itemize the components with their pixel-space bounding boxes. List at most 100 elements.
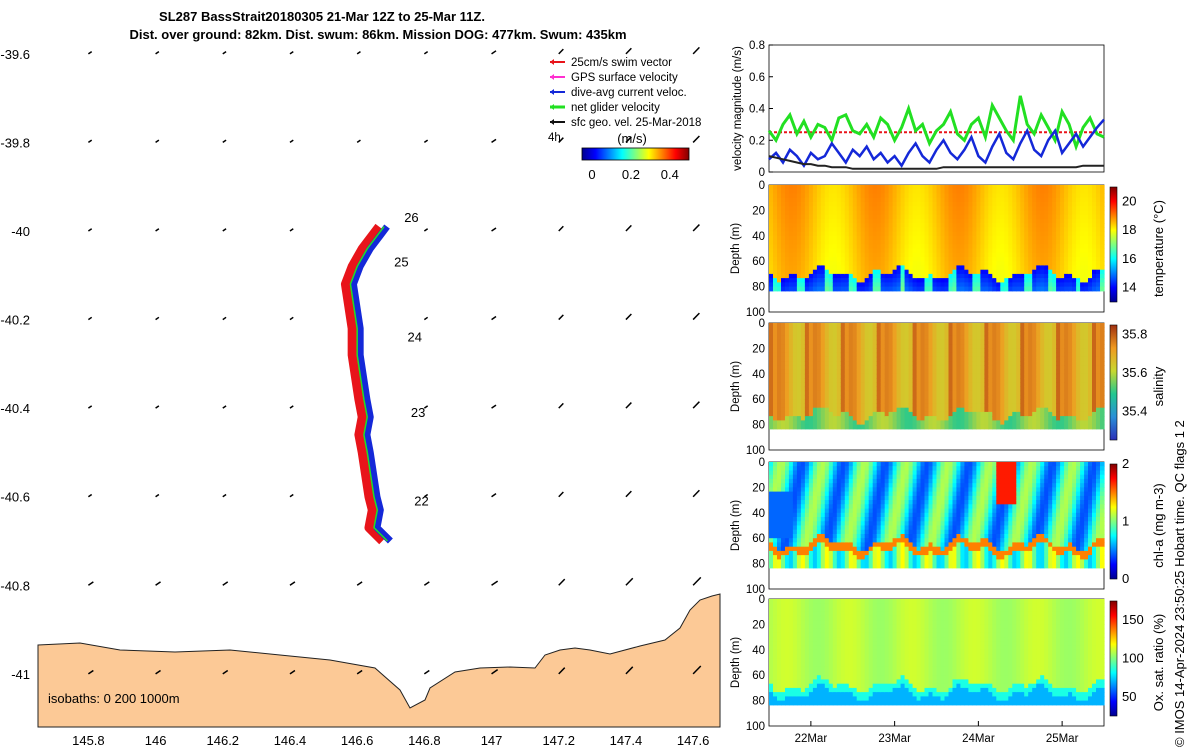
profile-cell bbox=[937, 223, 942, 228]
profile-cell bbox=[825, 244, 830, 249]
profile-cell bbox=[821, 378, 826, 383]
profile-cell bbox=[873, 232, 878, 237]
profile-cell bbox=[869, 374, 874, 379]
profile-cell bbox=[925, 395, 930, 400]
profile-cell bbox=[1012, 416, 1017, 421]
profile-cell bbox=[1048, 244, 1053, 249]
profile-cell bbox=[861, 399, 866, 404]
profile-cell bbox=[972, 327, 977, 332]
profile-cell bbox=[968, 253, 973, 258]
profile-cell bbox=[964, 189, 969, 194]
profile-cell bbox=[1100, 270, 1105, 275]
profile-cell bbox=[941, 370, 946, 375]
profile-cell bbox=[793, 253, 798, 258]
profile-cell bbox=[873, 219, 878, 224]
profile-cell bbox=[905, 219, 910, 224]
profile-cell bbox=[1056, 348, 1061, 353]
profile-cell bbox=[1092, 244, 1097, 249]
profile-cell bbox=[813, 223, 818, 228]
profile-cell bbox=[889, 219, 894, 224]
profile-cell bbox=[857, 270, 862, 275]
profile-cell bbox=[1072, 227, 1077, 232]
profile-cell bbox=[1024, 198, 1029, 203]
profile-cell bbox=[805, 361, 810, 366]
profile-cell bbox=[865, 236, 870, 241]
profile-cell bbox=[809, 391, 814, 396]
profile-cell bbox=[1028, 270, 1033, 275]
profile-cell bbox=[801, 479, 806, 484]
profile-cell bbox=[845, 332, 850, 337]
profile-cell bbox=[833, 282, 838, 287]
profile-cell bbox=[1036, 253, 1041, 258]
profile-cell bbox=[949, 387, 954, 392]
profile-cell bbox=[1000, 425, 1005, 430]
profile-cell bbox=[781, 202, 786, 207]
profile-cell bbox=[773, 425, 778, 430]
velocity-axes bbox=[769, 45, 1104, 172]
profile-cell bbox=[1024, 240, 1029, 245]
profile-cell bbox=[964, 361, 969, 366]
profile-cell bbox=[861, 236, 866, 241]
profile-cell bbox=[1016, 340, 1021, 345]
profile-cell bbox=[949, 232, 954, 237]
profile-cell bbox=[964, 348, 969, 353]
profile-cell bbox=[1044, 420, 1049, 425]
profile-cell bbox=[777, 551, 782, 556]
profile-cell bbox=[933, 353, 938, 358]
profile-cell bbox=[1040, 408, 1045, 413]
profile-cell bbox=[933, 215, 938, 220]
profile-cell bbox=[869, 370, 874, 375]
profile-cell bbox=[825, 492, 830, 497]
profile-cell bbox=[769, 340, 774, 345]
profile-cell bbox=[968, 348, 973, 353]
profile-cell bbox=[909, 223, 914, 228]
profile-cell bbox=[809, 530, 814, 535]
profile-cell bbox=[929, 194, 934, 199]
profile-cell bbox=[865, 274, 870, 279]
profile-cell bbox=[933, 253, 938, 258]
profile-cell bbox=[921, 194, 926, 199]
profile-cell bbox=[809, 202, 814, 207]
profile-cell bbox=[893, 219, 898, 224]
profile-cell bbox=[897, 249, 902, 254]
profile-cell bbox=[996, 206, 1001, 211]
profile-cell bbox=[837, 240, 842, 245]
profile-cell bbox=[972, 282, 977, 287]
profile-cell bbox=[805, 206, 810, 211]
profile-cell bbox=[1072, 412, 1077, 417]
profile-cell bbox=[933, 232, 938, 237]
profile-cell bbox=[1096, 194, 1101, 199]
profile-cell bbox=[837, 210, 842, 215]
profile-cell bbox=[941, 336, 946, 341]
profile-cell bbox=[889, 357, 894, 362]
profile-cell bbox=[921, 382, 926, 387]
profile-cell bbox=[889, 206, 894, 211]
profile-cell bbox=[845, 257, 850, 262]
profile-cell bbox=[837, 420, 842, 425]
profile-cell bbox=[897, 261, 902, 266]
profile-cell bbox=[1056, 253, 1061, 258]
profile-cell bbox=[972, 249, 977, 254]
profile-cell bbox=[1068, 344, 1073, 349]
depth-tick-label: 60 bbox=[752, 256, 765, 268]
profile-cell bbox=[793, 496, 798, 501]
profile-cell bbox=[805, 240, 810, 245]
profile-cell bbox=[949, 219, 954, 224]
profile-cell bbox=[1100, 391, 1105, 396]
profile-cell bbox=[921, 332, 926, 337]
profile-cell bbox=[1100, 215, 1105, 220]
profile-cell bbox=[992, 257, 997, 262]
profile-cell bbox=[1044, 206, 1049, 211]
profile-cell bbox=[1056, 357, 1061, 362]
profile-cell bbox=[825, 564, 830, 569]
profile-cell bbox=[921, 185, 926, 190]
profile-cell bbox=[1096, 249, 1101, 254]
profile-cell bbox=[857, 261, 862, 266]
profile-cell bbox=[1088, 265, 1093, 270]
profile-cell bbox=[837, 496, 842, 501]
profile-cell bbox=[861, 227, 866, 232]
profile-cell bbox=[925, 344, 930, 349]
profile-cell bbox=[821, 332, 826, 337]
profile-cell bbox=[929, 261, 934, 266]
profile-cell bbox=[1004, 210, 1009, 215]
